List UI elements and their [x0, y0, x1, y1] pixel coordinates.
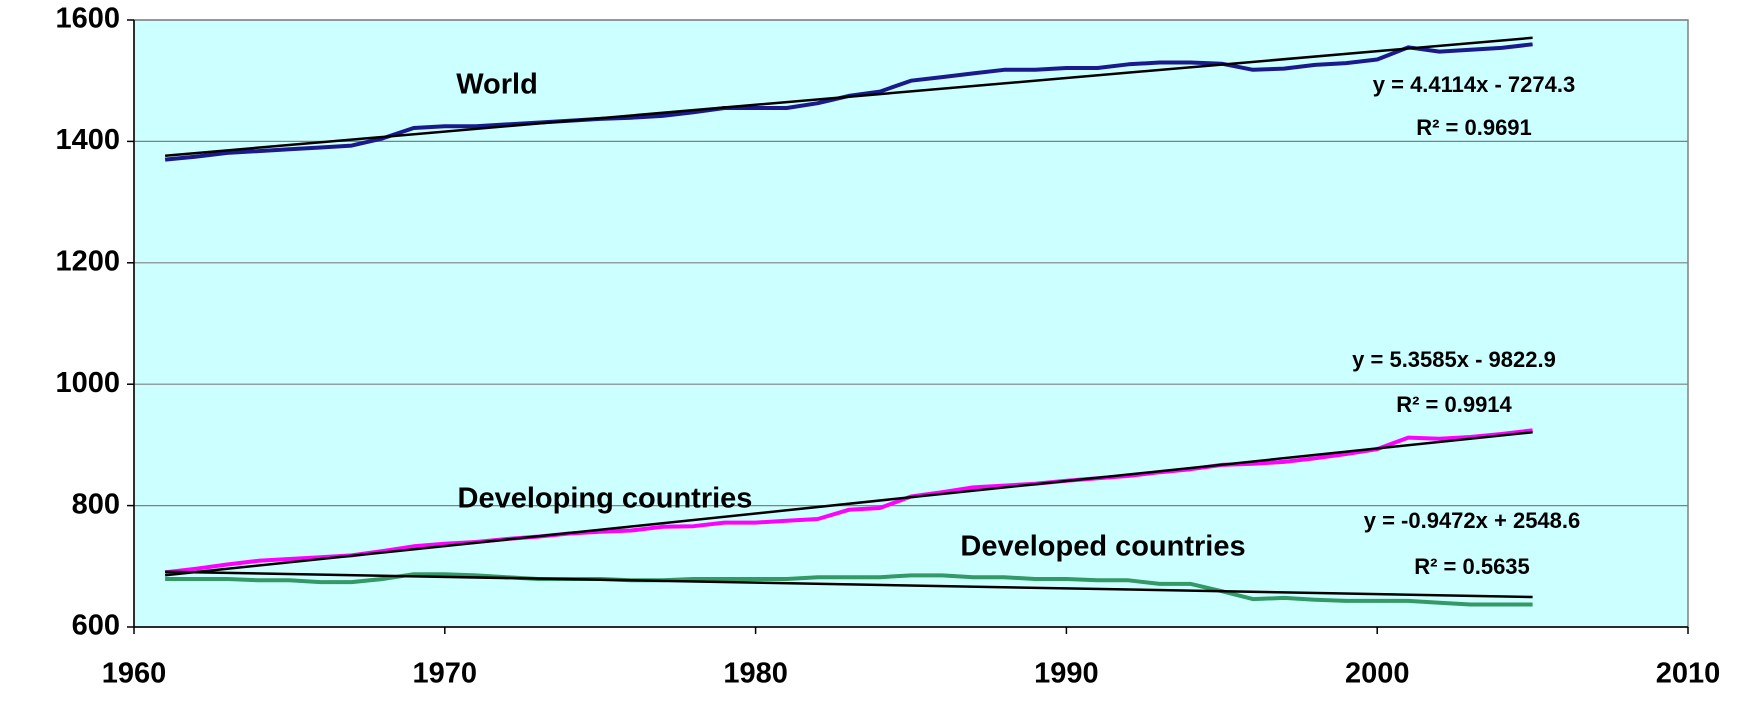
trend-equation: y = -0.9472x + 2548.6	[1364, 508, 1581, 533]
data-line	[165, 572, 1533, 607]
series-label: Developing countries	[458, 483, 753, 515]
trend-line	[164, 430, 1533, 577]
x-tick-label: 1970	[413, 658, 478, 690]
y-tick-label: 1000	[55, 367, 120, 399]
x-tick-label: 1980	[723, 658, 788, 690]
trend-equation: y = 4.4114x - 7274.3	[1373, 72, 1575, 97]
trend-line	[165, 570, 1533, 599]
trend-r2: R² = 0.9691	[1416, 115, 1532, 140]
x-tick-label: 1990	[1034, 658, 1099, 690]
y-tick-label: 800	[72, 488, 120, 520]
y-tick-label: 1200	[55, 245, 120, 277]
trend-line	[164, 36, 1533, 157]
series-label: World	[456, 69, 538, 101]
plot-area	[133, 19, 1689, 628]
series-label: Developed countries	[960, 531, 1245, 563]
y-tick-label: 1600	[55, 3, 120, 35]
x-tick-label: 2000	[1345, 658, 1410, 690]
trend-equation: y = 5.3585x - 9822.9	[1352, 347, 1556, 372]
x-tick-label: 1960	[102, 658, 167, 690]
y-tick-label: 1400	[55, 124, 120, 156]
x-tick-label: 2010	[1656, 658, 1721, 690]
data-line	[164, 428, 1533, 575]
trend-r2: R² = 0.5635	[1414, 554, 1530, 579]
trend-r2: R² = 0.9914	[1396, 392, 1512, 417]
y-tick-label: 600	[72, 610, 120, 642]
